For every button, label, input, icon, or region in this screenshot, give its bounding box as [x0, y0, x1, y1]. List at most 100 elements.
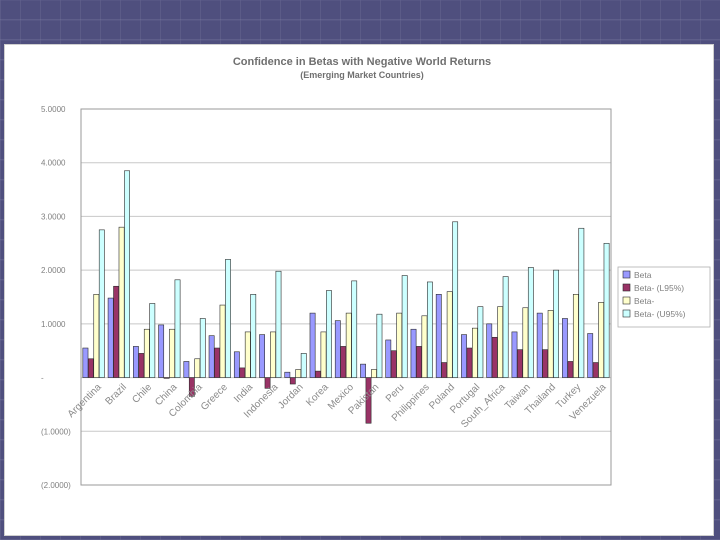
bar-beta-taiwan	[511, 331, 518, 378]
bar-beta-jordan	[284, 371, 291, 378]
bar-beta-korea	[320, 331, 327, 378]
legend-label-beta: Beta	[634, 270, 652, 280]
bar-beta-u95-brazil	[124, 170, 130, 378]
y-tick-label: 1.0000	[41, 320, 66, 329]
y-tick-label: 2.0000	[41, 266, 66, 275]
bar-beta-philippines	[410, 328, 417, 378]
plot-area	[80, 108, 612, 486]
bar-beta-u95-mexico	[351, 280, 358, 378]
bar-beta-korea	[309, 312, 316, 378]
bar-beta-u95-indonesia	[275, 270, 282, 378]
bar-chart: Confidence in Betas with Negative World …	[41, 56, 711, 490]
bar-beta-venezuela	[587, 333, 594, 378]
bar-beta-argentina	[82, 347, 89, 378]
bar-beta-india	[233, 351, 240, 378]
legend-label-beta-u95: Beta- (U95%)	[634, 309, 686, 319]
bar-beta-u95-south-africa	[502, 276, 509, 378]
bar-beta-chile	[133, 346, 139, 378]
bar-beta-u95-india	[250, 294, 257, 378]
bar-beta-thailand	[536, 312, 543, 378]
bar-beta-greece	[208, 335, 215, 378]
bar-beta-u95-argentina	[98, 229, 105, 378]
bar-beta-jordan	[295, 369, 302, 378]
bar-beta-l95-chile	[138, 353, 145, 378]
bar-beta-u95-poland	[452, 221, 459, 378]
bar-beta-l95-indonesia	[264, 377, 271, 389]
bar-beta-colombia	[194, 358, 201, 378]
bar-beta-mexico	[334, 320, 341, 378]
category-label: Jordan	[276, 382, 305, 411]
bar-beta-l95-venezuela	[592, 362, 599, 378]
bar-beta-south-africa	[486, 323, 493, 378]
category-label: Argentina	[66, 382, 104, 420]
bar-beta-chile	[143, 328, 150, 378]
y-tick-label: 4.0000	[41, 159, 66, 168]
bar-beta-china	[169, 328, 175, 378]
category-label: Chile	[130, 382, 154, 406]
legend-label-beta-l95: Beta- (L95%)	[634, 283, 684, 293]
bar-beta-u95-pakistan	[376, 313, 383, 378]
y-tick-label: -	[41, 374, 44, 383]
legend-box	[617, 266, 711, 328]
bar-beta-l95-mexico	[340, 346, 347, 378]
legend-swatch-beta-u95	[622, 309, 631, 318]
bar-beta-china	[158, 324, 165, 378]
category-label: Peru	[384, 382, 407, 405]
bar-beta-l95-china	[163, 377, 170, 379]
y-tick-label: (1.0000)	[41, 427, 71, 436]
legend-swatch-beta	[622, 270, 631, 279]
bar-beta-philippines	[421, 315, 428, 378]
chart-subtitle: (Emerging Market Countries)	[300, 70, 424, 80]
bar-beta-u95-jordan	[300, 353, 307, 378]
bar-beta-u95-portugal	[477, 306, 484, 378]
bar-beta-brazil	[118, 226, 125, 378]
legend-label-beta: Beta-	[634, 296, 654, 306]
bar-beta-india	[244, 331, 251, 378]
y-tick-label: 5.0000	[41, 105, 66, 114]
bar-beta-l95-greece	[214, 347, 220, 378]
bar-beta-l95-portugal	[466, 347, 473, 378]
bar-beta-l95-poland	[441, 362, 448, 378]
bar-beta-peru	[396, 312, 403, 378]
bar-beta-u95-korea	[326, 290, 332, 378]
bar-beta-indonesia	[259, 334, 265, 378]
chart-panel: Confidence in Betas with Negative World …	[4, 44, 714, 536]
bar-beta-l95-taiwan	[517, 349, 523, 378]
bar-beta-u95-colombia	[199, 318, 206, 378]
bar-beta-mexico	[345, 312, 352, 378]
bar-beta-portugal	[472, 327, 478, 378]
bar-beta-l95-peru	[390, 350, 397, 378]
bar-beta-turkey	[562, 318, 568, 378]
bar-beta-pakistan	[371, 369, 377, 378]
bar-beta-l95-philippines	[416, 346, 422, 378]
bar-beta-u95-peru	[401, 275, 408, 378]
bar-beta-l95-india	[239, 367, 246, 378]
y-tick-label: (2.0000)	[41, 481, 71, 490]
bar-beta-u95-china	[174, 279, 181, 378]
bar-beta-pakistan	[360, 363, 366, 378]
bar-beta-indonesia	[270, 331, 276, 378]
category-label: Greece	[199, 382, 230, 413]
bar-beta-l95-korea	[315, 370, 321, 378]
bar-beta-venezuela	[598, 302, 605, 378]
legend: Beta Beta- (L95%) Beta- Beta- (U95%)	[617, 266, 711, 328]
bar-beta-thailand	[547, 310, 554, 378]
bar-beta-taiwan	[522, 307, 529, 378]
bar-beta-l95-jordan	[289, 377, 296, 385]
bar-beta-u95-philippines	[426, 281, 433, 378]
bar-beta-poland	[446, 291, 453, 378]
bar-beta-poland	[435, 294, 442, 378]
bar-beta-u95-thailand	[553, 269, 559, 378]
legend-swatch-beta	[622, 296, 631, 305]
bar-beta-u95-turkey	[578, 227, 585, 378]
category-label: Brazil	[104, 382, 129, 407]
legend-swatch-beta-l95	[622, 283, 631, 292]
bar-beta-u95-taiwan	[527, 267, 534, 378]
y-tick-label: 3.0000	[41, 212, 66, 221]
bar-beta-l95-south-africa	[491, 336, 498, 378]
bar-beta-l95-turkey	[567, 361, 574, 378]
bar-beta-turkey	[572, 294, 579, 378]
bar-beta-argentina	[93, 294, 100, 378]
chart-title: Confidence in Betas with Negative World …	[233, 56, 491, 68]
bar-beta-peru	[385, 339, 392, 378]
